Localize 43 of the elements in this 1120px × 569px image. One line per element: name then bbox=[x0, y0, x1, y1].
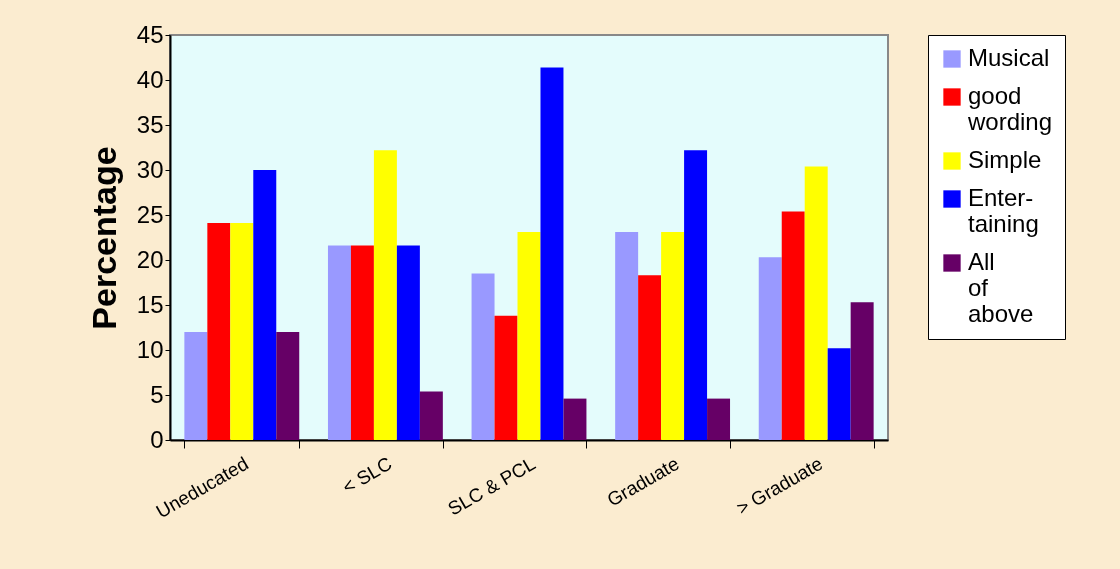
bar bbox=[396, 245, 420, 440]
legend-label: Enter-taining bbox=[968, 184, 1039, 237]
y-tick-label: 35 bbox=[136, 110, 164, 138]
y-tick-label: 25 bbox=[136, 200, 164, 228]
bar bbox=[207, 223, 231, 440]
y-tick-label: 5 bbox=[150, 380, 164, 408]
bar bbox=[350, 245, 374, 440]
bar bbox=[781, 211, 805, 440]
legend-label: good wording bbox=[967, 82, 1053, 135]
bar bbox=[804, 166, 828, 440]
legend-label: All of above bbox=[968, 248, 1034, 327]
y-tick-label: 0 bbox=[150, 425, 164, 453]
bar bbox=[540, 67, 564, 440]
y-tick-label: 20 bbox=[136, 245, 164, 273]
bar bbox=[253, 170, 277, 440]
bar bbox=[850, 302, 874, 440]
y-tick-label: 40 bbox=[136, 65, 164, 93]
y-tick-label: 10 bbox=[136, 335, 164, 363]
y-tick-label: 15 bbox=[136, 290, 164, 318]
y-tick-label: 30 bbox=[136, 155, 164, 183]
x-tick-label: < SLC bbox=[338, 452, 396, 498]
bar bbox=[419, 391, 443, 440]
bar bbox=[184, 332, 208, 440]
bar bbox=[276, 332, 300, 440]
bar bbox=[758, 257, 782, 440]
bar bbox=[327, 245, 351, 440]
bar bbox=[615, 232, 639, 440]
bar bbox=[684, 150, 708, 440]
bar bbox=[638, 275, 662, 440]
legend-label: Musical bbox=[968, 44, 1050, 71]
bar bbox=[517, 232, 541, 440]
legend-label: Simple bbox=[968, 146, 1042, 173]
bar bbox=[707, 398, 731, 440]
bar bbox=[563, 398, 587, 440]
bar bbox=[230, 223, 254, 440]
bar bbox=[471, 273, 495, 440]
bar bbox=[494, 315, 518, 440]
x-tick-label: SLC & PCL bbox=[444, 452, 539, 520]
y-axis-title: Percentage bbox=[84, 146, 123, 330]
bar bbox=[373, 150, 397, 440]
bar bbox=[827, 348, 851, 440]
bar bbox=[661, 232, 685, 440]
y-tick-label: 45 bbox=[136, 20, 164, 48]
